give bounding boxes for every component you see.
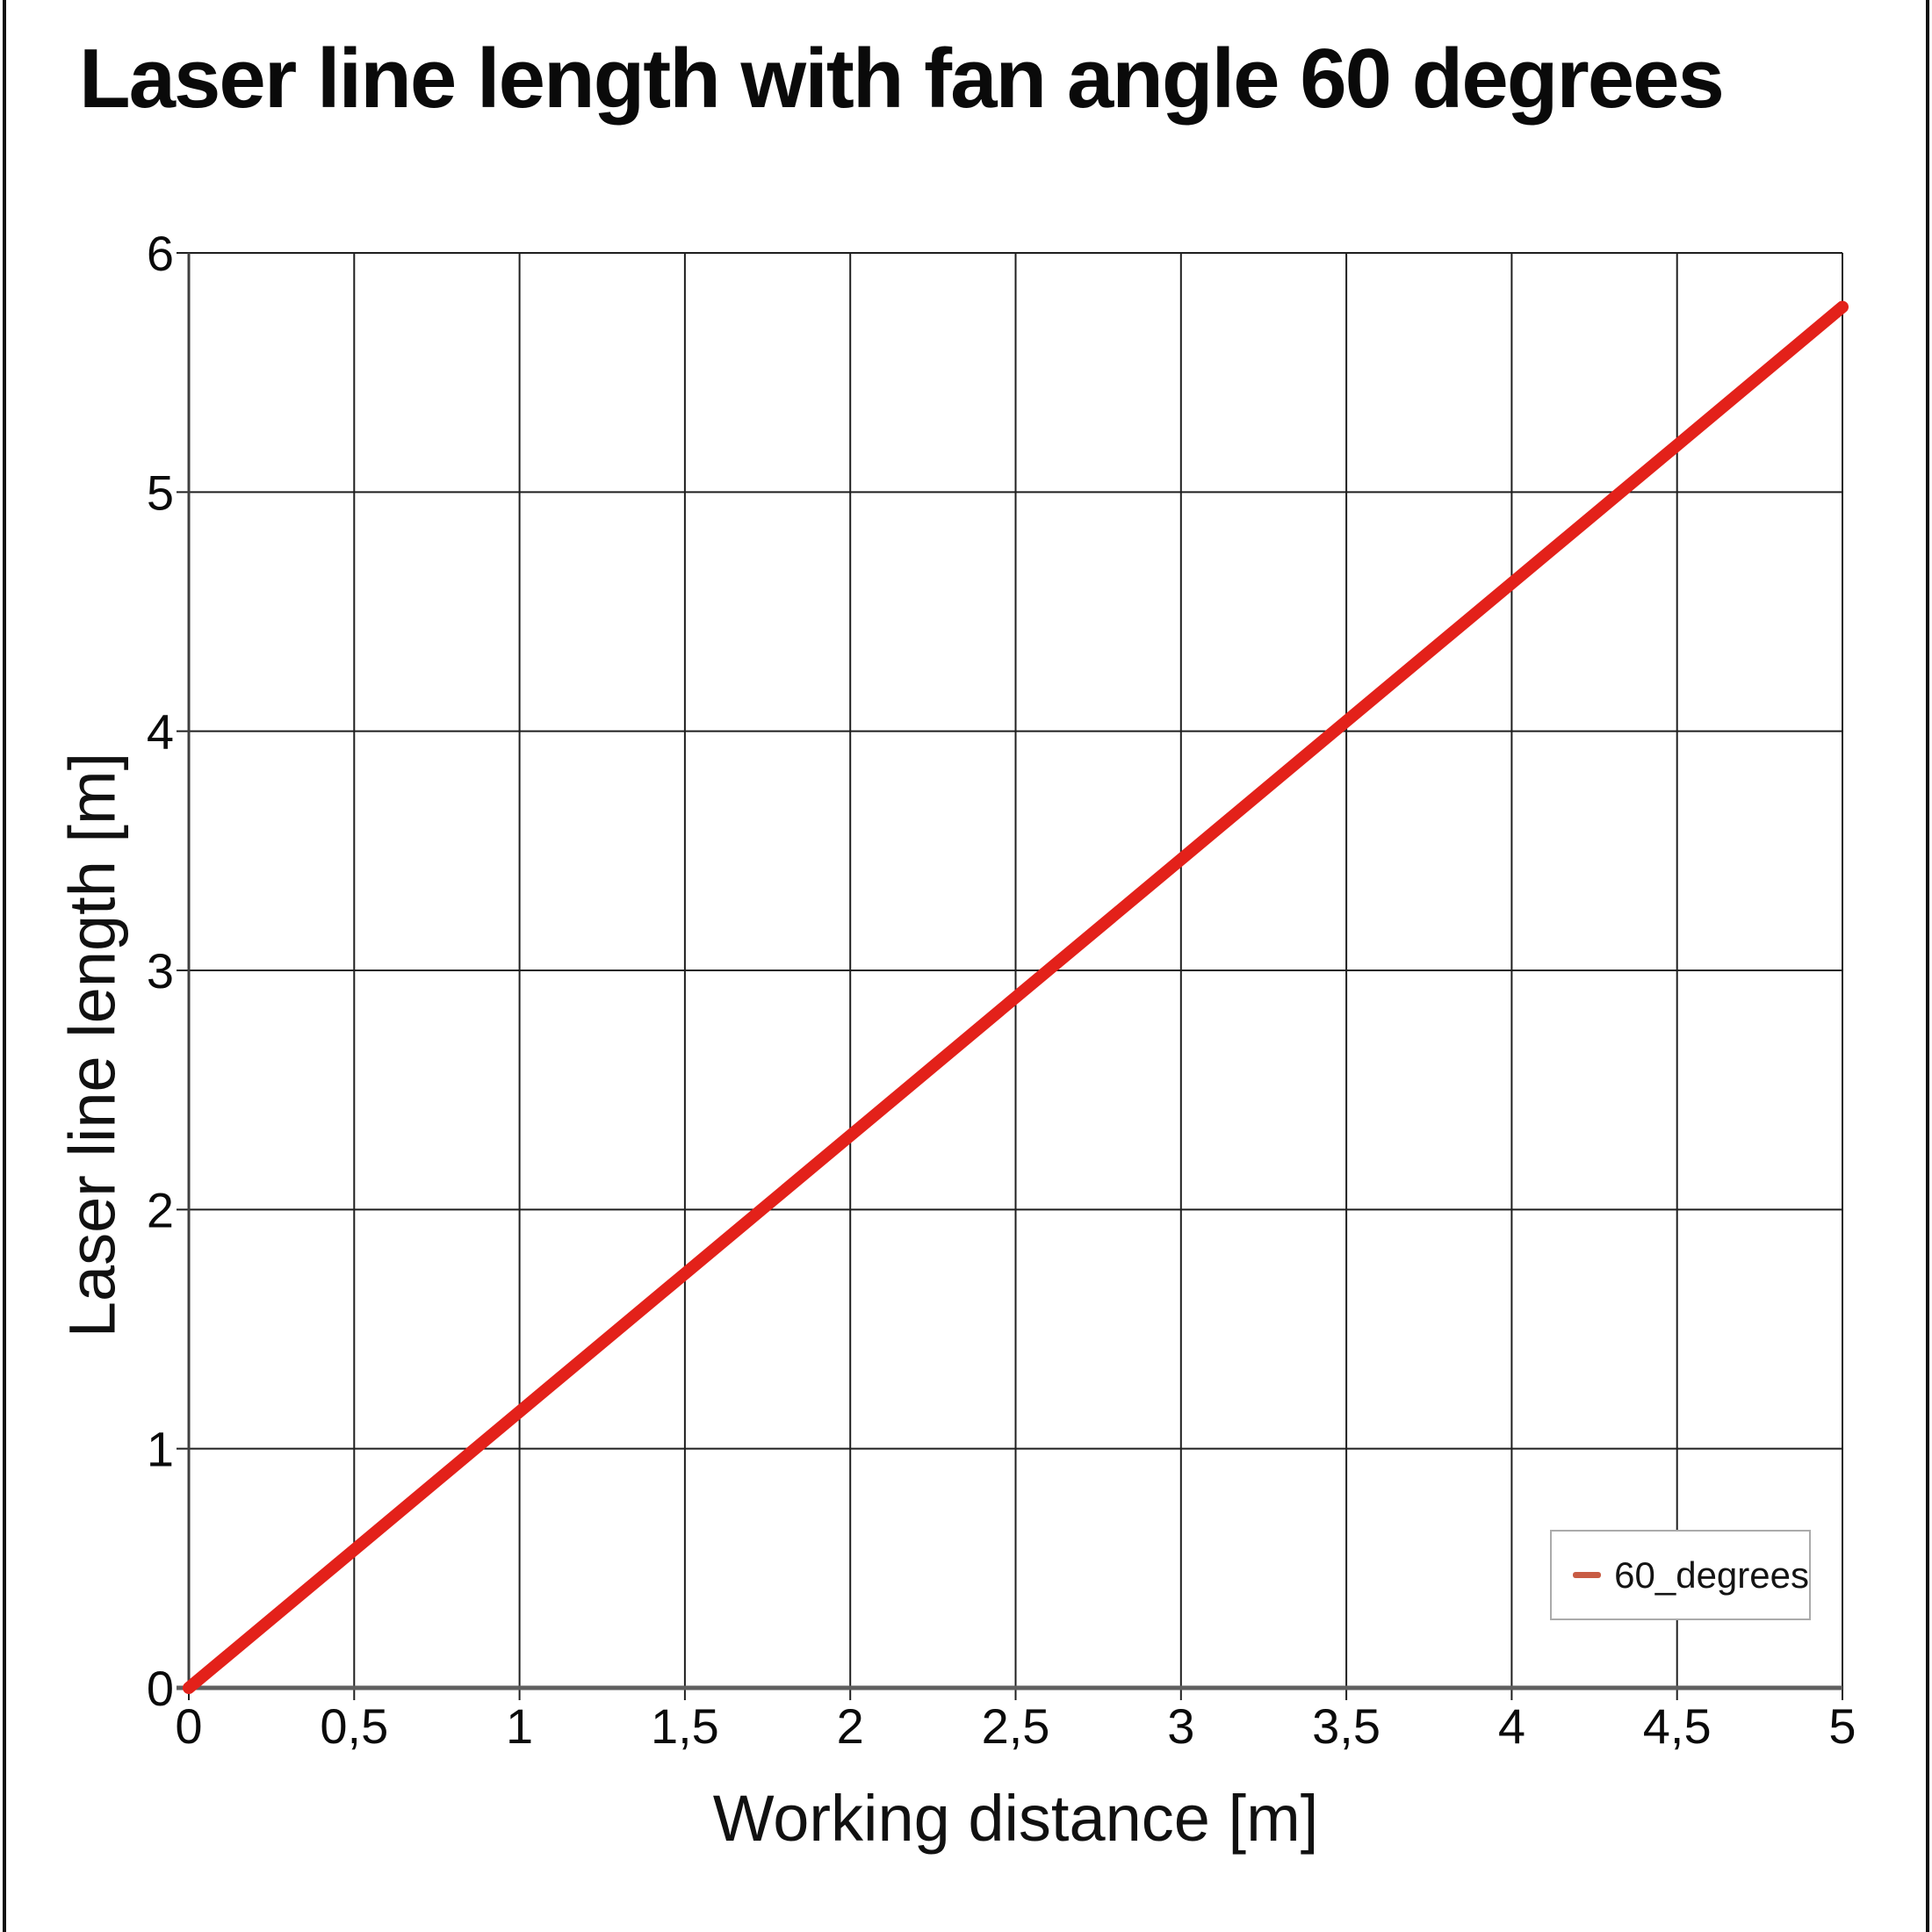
y-tick-label: 3: [147, 943, 174, 998]
x-tick-label: 0,5: [320, 1698, 388, 1754]
y-tick-label: 0: [147, 1661, 174, 1716]
x-tick-label: 4: [1498, 1698, 1525, 1754]
x-tick-label: 2,5: [982, 1698, 1050, 1754]
legend-line-swatch-icon: [1573, 1572, 1602, 1578]
x-tick-label: 1,5: [651, 1698, 719, 1754]
series-line-60_degrees: [183, 300, 1849, 1694]
gridlines: [177, 252, 1843, 1700]
y-axis-title: Laser line length [m]: [55, 752, 129, 1338]
x-tick-label: 4,5: [1643, 1698, 1712, 1754]
x-tick-label: 3: [1167, 1698, 1194, 1754]
tick-labels: 0 0,5 1 1,5 2 2,5 3 3,5 4 4,5 5 0 1 2 3 4 5 6: [147, 226, 1856, 1754]
x-tick-label: 2: [837, 1698, 864, 1754]
y-tick-label: 4: [147, 704, 174, 760]
y-tick-label: 2: [147, 1182, 174, 1237]
legend-series-label: 60_degrees: [1614, 1554, 1809, 1596]
x-axis-title: Working distance [m]: [712, 1782, 1319, 1855]
x-tick-label: 3,5: [1312, 1698, 1381, 1754]
x-tick-label: 1: [506, 1698, 533, 1754]
page-frame-right-border: [1926, 0, 1929, 1932]
chart-title: Laser line length with fan angle 60 degr…: [79, 32, 1725, 126]
x-tick-label: 0: [175, 1698, 202, 1754]
y-tick-label: 6: [147, 226, 174, 281]
series-lines: [183, 300, 1849, 1694]
y-tick-label: 1: [147, 1422, 174, 1477]
y-tick-label: 5: [147, 465, 174, 520]
legend: 60_degrees: [1550, 1530, 1811, 1620]
page-frame-left-border: [3, 0, 6, 1932]
axes: [177, 253, 1842, 1690]
x-tick-label: 5: [1828, 1698, 1856, 1754]
